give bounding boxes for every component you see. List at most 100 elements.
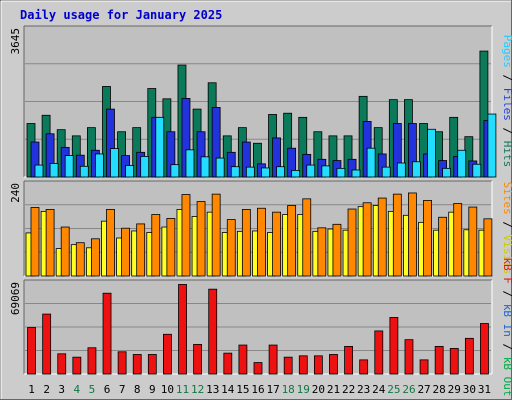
y-max-label: 240 [9, 183, 22, 203]
bar-kbytes-day-4 [72, 356, 82, 375]
bar-kbytes-day-24 [374, 330, 384, 375]
bar-pages-day-25 [396, 162, 406, 178]
bar-pages-day-6 [110, 148, 119, 178]
x-tick-label-day-15: 15 [236, 383, 249, 396]
bar-pages-day-28 [442, 167, 452, 178]
chart-title: Daily usage for January 2025 [20, 8, 222, 22]
x-tick-label-day-21: 21 [327, 383, 340, 396]
bar-sites-day-1 [30, 207, 40, 277]
x-tick-label-day-19: 19 [297, 383, 310, 396]
bar-kbytes-day-23 [359, 359, 369, 375]
x-tick-label-day-2: 2 [43, 383, 50, 396]
bar-pages-day-9 [155, 116, 165, 178]
bar-kbytes-day-25 [389, 317, 399, 375]
bar-kbytes-day-21 [329, 354, 338, 375]
x-tick-label-day-5: 5 [89, 383, 96, 396]
x-tick-label-day-30: 30 [463, 383, 476, 396]
bar-pages-day-23 [366, 147, 376, 178]
bar-sites-day-26 [408, 192, 417, 277]
bar-sites-day-18 [287, 205, 297, 277]
x-tick-label-day-14: 14 [221, 383, 235, 396]
bar-pages-day-30 [472, 163, 482, 178]
bar-sites-day-23 [362, 202, 372, 277]
x-tick-label-day-16: 16 [251, 383, 264, 396]
x-tick-label-day-8: 8 [134, 383, 141, 396]
bar-sites-day-16 [257, 207, 266, 277]
legend-entry: / [501, 215, 512, 235]
legend-entry: / [501, 284, 512, 304]
legend-entry: Pages [501, 35, 512, 68]
bar-kbytes-day-20 [313, 355, 323, 375]
x-tick-label-day-6: 6 [104, 383, 111, 396]
bar-pages-day-24 [381, 166, 391, 178]
x-tick-label-day-17: 17 [266, 383, 279, 396]
x-tick-label-day-24: 24 [372, 383, 386, 396]
x-tick-label-day-26: 26 [402, 383, 415, 396]
bar-kbytes-day-12 [193, 343, 203, 375]
bar-pages-day-15 [245, 166, 255, 178]
bar-pages-day-12 [200, 156, 210, 178]
bar-kbytes-day-1 [27, 327, 36, 375]
bar-pages-day-13 [215, 157, 225, 178]
legend-panel-1: Pages / Files / Hits [501, 35, 512, 168]
x-tick-label-day-31: 31 [478, 383, 491, 396]
bar-sites-day-30 [468, 206, 478, 277]
x-tick-label-day-23: 23 [357, 383, 370, 396]
bar-sites-day-12 [196, 201, 206, 277]
bar-pages-day-5 [94, 153, 104, 178]
bar-pages-day-14 [230, 166, 240, 178]
x-tick-label-day-29: 29 [448, 383, 461, 396]
x-tick-label-day-18: 18 [282, 383, 295, 396]
bar-sites-day-8 [136, 223, 146, 277]
bar-sites-day-21 [332, 223, 342, 277]
legend-entry: / [501, 337, 512, 357]
bar-pages-day-19 [306, 164, 316, 178]
legend-entry: / [501, 121, 512, 141]
legend-entry: Sites [501, 182, 512, 215]
bar-kbytes-day-27 [419, 359, 429, 375]
x-tick-label-day-22: 22 [342, 383, 355, 396]
x-tick-label-day-3: 3 [58, 383, 65, 396]
bar-pages-day-29 [457, 149, 467, 178]
y-max-label: 69069 [9, 282, 22, 315]
bar-sites-day-7 [121, 227, 130, 277]
bar-sites-day-6 [106, 209, 115, 277]
bar-kbytes-day-5 [87, 347, 97, 375]
bar-sites-day-25 [392, 193, 402, 277]
x-tick-label-day-7: 7 [119, 383, 126, 396]
x-tick-label-day-9: 9 [149, 383, 156, 396]
x-tick-label-day-4: 4 [74, 383, 81, 396]
bar-kbytes-day-11 [178, 284, 187, 375]
bar-kbytes-day-15 [238, 344, 248, 375]
bar-pages-day-22 [351, 169, 361, 178]
bar-pages-day-27 [427, 128, 436, 178]
x-tick-label-day-13: 13 [206, 383, 219, 396]
legend-entry: kB F [501, 257, 512, 284]
bar-sites-day-14 [226, 219, 236, 277]
bar-sites-day-13 [211, 193, 221, 277]
bar-pages-day-17 [276, 166, 285, 178]
bar-kbytes-day-13 [208, 288, 218, 375]
x-tick-label-day-10: 10 [161, 383, 174, 396]
bar-sites-day-24 [377, 197, 387, 277]
bar-sites-day-27 [423, 200, 432, 277]
bar-pages-day-20 [321, 165, 331, 178]
bar-sites-day-31 [483, 218, 493, 277]
y-max-label: 3645 [9, 28, 22, 55]
bar-pages-day-11 [185, 149, 195, 178]
bar-kbytes-day-6 [102, 292, 112, 375]
bar-pages-day-18 [291, 170, 301, 178]
legend-entry: Hits [501, 141, 512, 168]
bar-sites-day-3 [60, 226, 70, 277]
bar-sites-day-20 [317, 227, 327, 277]
bar-sites-day-17 [272, 211, 281, 277]
x-tick-label-day-27: 27 [417, 383, 430, 396]
bar-kbytes-day-29 [449, 348, 459, 375]
bar-sites-day-19 [302, 198, 312, 277]
bar-pages-day-4 [79, 165, 89, 178]
legend-entry: kB In [501, 304, 512, 337]
legend-panel-3: kB F / kB In / kB Out [501, 257, 512, 396]
